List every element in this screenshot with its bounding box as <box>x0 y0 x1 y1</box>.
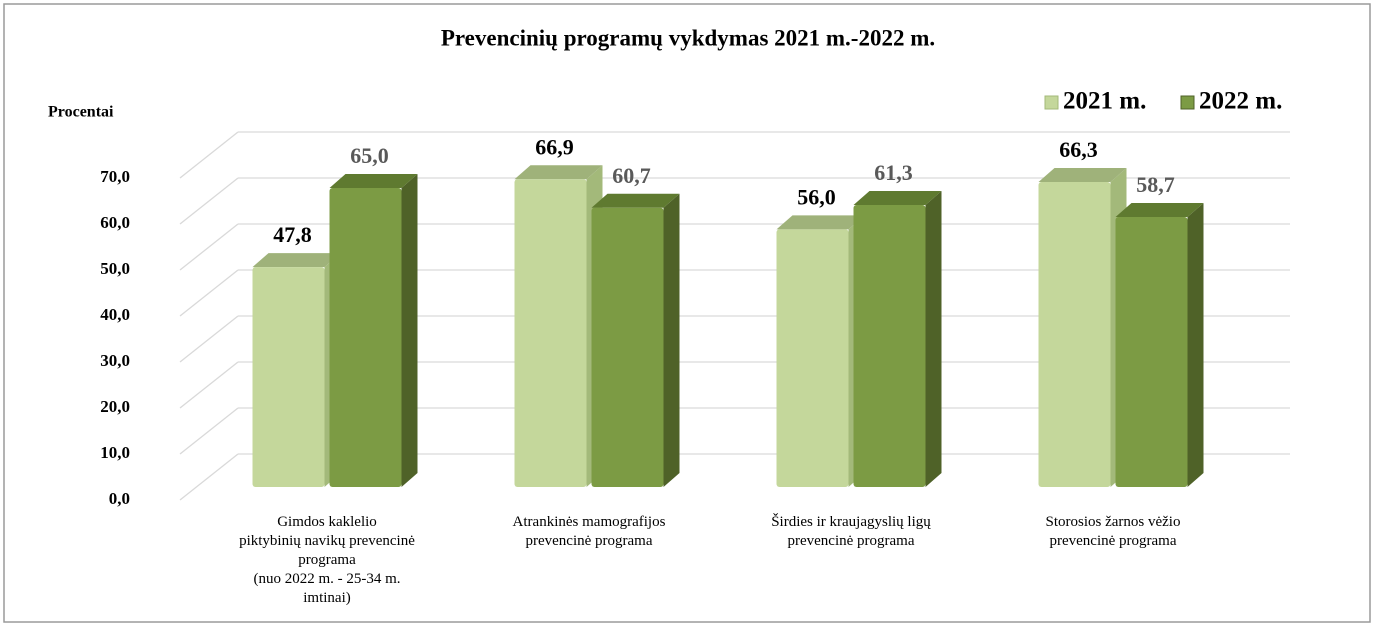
bar <box>1115 216 1188 488</box>
grid-diagonal <box>179 315 239 363</box>
x-tick-label: Širdies ir kraujagyslių ligų prevencinė p… <box>771 513 931 549</box>
bar <box>252 267 325 487</box>
x-tick-label: Atrankinės mamografijos prevencinė progra… <box>513 514 666 549</box>
data-label: 61,3 <box>874 160 913 185</box>
bar-top <box>252 253 341 268</box>
bar-top <box>591 193 680 208</box>
grid-diagonal <box>179 269 239 317</box>
y-tick-label: 70,0 <box>100 167 130 186</box>
bar <box>776 229 849 487</box>
bar-top <box>776 215 865 230</box>
data-label: 66,3 <box>1059 137 1098 162</box>
bar-top <box>329 174 418 188</box>
grid-diagonal <box>179 223 239 271</box>
legend-label: 2022 m. <box>1199 88 1282 115</box>
grid-diagonal <box>179 361 239 409</box>
y-tick-label: 0,0 <box>109 489 130 508</box>
y-tick-label: 40,0 <box>100 305 130 324</box>
bar-side <box>663 193 680 487</box>
bar-top <box>1115 202 1204 217</box>
y-tick-label: 10,0 <box>100 443 130 462</box>
legend-label: 2021 m. <box>1063 88 1146 115</box>
bar-side <box>1187 202 1204 488</box>
bar <box>514 179 587 487</box>
data-label: 58,7 <box>1136 172 1175 197</box>
x-tick-label: Gimdos kaklelio piktybinių navikų prevenc… <box>239 514 415 606</box>
y-axis-label: Procentai <box>48 104 114 121</box>
data-label: 47,8 <box>273 222 312 247</box>
y-tick-label: 30,0 <box>100 351 130 370</box>
data-label: 60,7 <box>612 163 651 188</box>
grid-diagonal <box>179 177 239 225</box>
grid-diagonal <box>179 453 239 501</box>
grid-diagonal <box>179 131 239 179</box>
bar <box>591 207 664 487</box>
bar-top <box>1038 168 1127 183</box>
y-tick-label: 50,0 <box>100 259 130 278</box>
bar-side <box>401 174 418 487</box>
chart-title: Prevencinių programų vykdymas 2021 m.-20… <box>441 25 935 50</box>
bar-top <box>514 165 603 180</box>
y-tick-label: 60,0 <box>100 213 130 232</box>
x-tick-label: Storosios žarnos vėžio prevencinė program… <box>1046 514 1181 549</box>
data-label: 66,9 <box>535 134 574 159</box>
grid-diagonal <box>179 407 239 455</box>
bar <box>853 205 926 487</box>
bar <box>1038 182 1111 487</box>
bar-top <box>853 191 942 206</box>
bar-side <box>925 191 942 487</box>
y-tick-label: 20,0 <box>100 397 130 416</box>
data-label: 56,0 <box>797 184 836 209</box>
legend-swatch <box>1180 95 1195 110</box>
legend-swatch <box>1044 95 1059 110</box>
data-label: 65,0 <box>350 143 389 168</box>
bar <box>329 188 402 487</box>
